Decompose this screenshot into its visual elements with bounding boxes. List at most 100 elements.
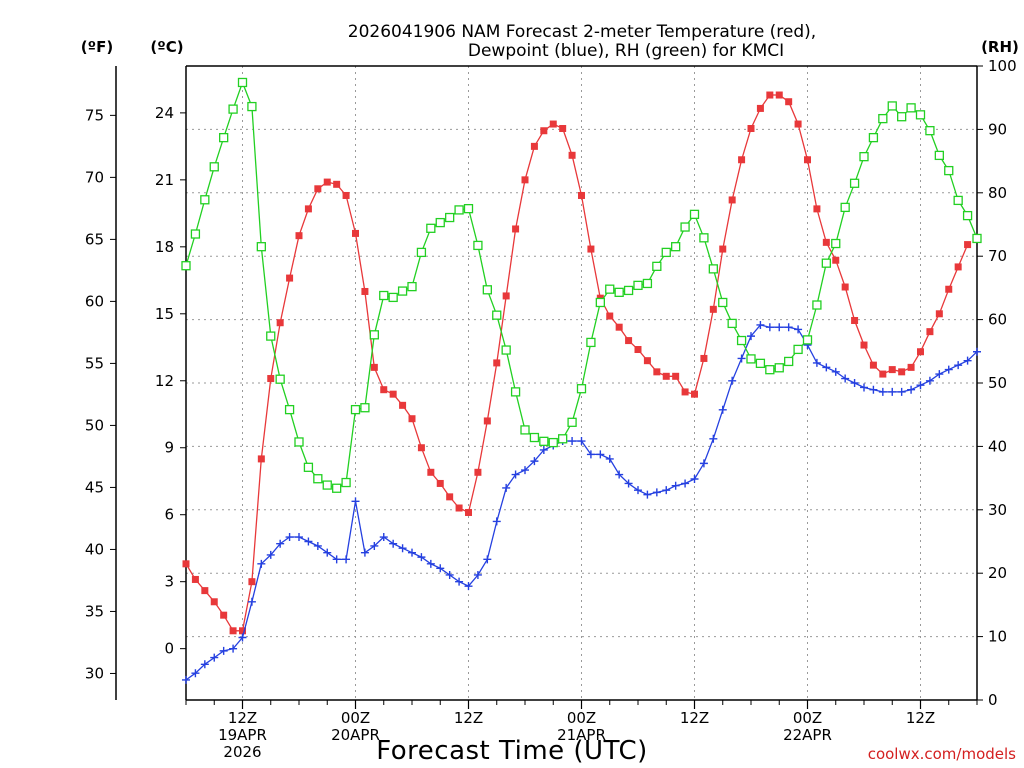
temperature-point	[794, 120, 802, 128]
rh-point	[915, 110, 926, 120]
dewpoint-point	[586, 450, 595, 459]
temperature-point	[822, 238, 830, 246]
x-tick-label: 12Z	[906, 709, 935, 727]
temperature-point	[738, 156, 746, 164]
dewpoint-point	[624, 479, 633, 488]
rh-point	[944, 165, 954, 176]
dewpoint-point	[417, 553, 426, 562]
dewpoint-point	[247, 597, 256, 606]
x-tick-label: 12Z	[454, 709, 483, 727]
grid-lines	[186, 66, 977, 700]
x-tick-label: 20APR	[331, 726, 380, 744]
dewpoint-point	[860, 383, 868, 392]
temperature-line	[185, 94, 969, 632]
rh-axis-label: (RH)	[981, 38, 1019, 56]
rh-point	[247, 101, 257, 112]
temperature-point	[898, 368, 906, 376]
dewpoint-point	[200, 660, 209, 669]
x-tick-label: 12Z	[228, 709, 257, 727]
rh-point	[671, 242, 681, 252]
dewpoint-point	[699, 459, 708, 468]
temperature-point	[465, 508, 472, 516]
rh-point	[755, 358, 766, 368]
dewpoint-point	[295, 533, 303, 542]
temperature-point	[436, 479, 444, 487]
temperature-point	[530, 142, 538, 150]
temperature-point	[860, 341, 868, 349]
x-tick-label: 21APR	[557, 726, 606, 744]
temperature-point	[832, 256, 840, 264]
temperature-point	[728, 196, 736, 204]
fahrenheit-tick-label: 70	[85, 168, 104, 186]
rh-point	[925, 126, 935, 136]
dewpoint-point	[539, 445, 548, 454]
temperature-point	[540, 127, 548, 135]
dewpoint-point	[615, 470, 624, 479]
temperature-point	[342, 191, 350, 199]
dewpoint-point	[831, 367, 840, 376]
dewpoint-point	[511, 470, 520, 479]
credit-text: coolwx.com/models	[868, 745, 1016, 763]
dewpoint-point	[784, 323, 793, 332]
temperature-point	[191, 575, 199, 583]
dewpoint-point	[455, 577, 464, 586]
dewpoint-point	[436, 564, 445, 573]
rh-tick-label: 80	[988, 184, 1007, 202]
dewpoint-point	[342, 555, 351, 564]
rh-point	[341, 477, 351, 488]
temperature-point	[662, 372, 670, 380]
rh-point	[708, 264, 718, 274]
temperature-point	[493, 359, 501, 367]
celsius-tick-label: 15	[155, 305, 174, 323]
dewpoint-point	[954, 361, 963, 370]
temperature-series	[182, 91, 972, 635]
rh-point	[661, 247, 671, 258]
dewpoint-point	[210, 653, 219, 662]
tick-labels: 30 35 40 45 50 55 60 65 70 75 0 3 6 9 12 15 18 21 24 0 10 20 3…	[85, 57, 1017, 761]
temperature-point	[267, 375, 275, 383]
dewpoint-point	[276, 539, 285, 548]
temperature-point	[229, 627, 237, 635]
rh-point	[953, 195, 963, 206]
rh-point	[765, 365, 775, 375]
temperature-point	[333, 180, 341, 188]
dewpoint-point	[379, 533, 388, 542]
dewpoint-point	[634, 486, 642, 495]
dewpoint-point	[794, 325, 803, 334]
dewpoint-point	[426, 559, 435, 568]
rh-point	[774, 363, 784, 373]
temperature-point	[643, 357, 651, 365]
rh-point	[219, 132, 229, 143]
rh-point	[407, 281, 417, 292]
celsius-tick-label: 0	[164, 640, 174, 658]
rh-point	[897, 112, 907, 122]
dewpoint-point	[473, 570, 482, 579]
rh-point	[539, 436, 549, 446]
temperature-point	[615, 323, 623, 331]
rh-point	[576, 384, 587, 394]
dewpoint-point	[182, 675, 190, 684]
temperature-point	[917, 348, 924, 356]
rh-point	[821, 258, 831, 268]
rh-point	[256, 242, 266, 252]
rh-point	[623, 285, 634, 296]
temperature-point	[766, 91, 774, 99]
dewpoint-point	[897, 387, 906, 396]
rh-point	[209, 162, 219, 172]
dewpoint-point	[728, 376, 737, 385]
dewpoint-point	[812, 358, 821, 367]
rh-tick-label: 30	[988, 501, 1007, 519]
temperature-point	[323, 178, 331, 186]
temperature-point	[954, 263, 962, 271]
rh-point	[350, 404, 361, 415]
temperature-point	[756, 104, 764, 112]
temperature-point	[785, 98, 793, 106]
temperature-point	[935, 310, 943, 318]
rh-point	[482, 285, 492, 295]
rh-point	[284, 404, 295, 415]
dewpoint-point	[238, 633, 247, 642]
temperature-point	[399, 401, 407, 409]
dewpoint-point	[408, 548, 416, 557]
dewpoint-point	[596, 450, 605, 459]
temperature-point	[813, 205, 821, 213]
